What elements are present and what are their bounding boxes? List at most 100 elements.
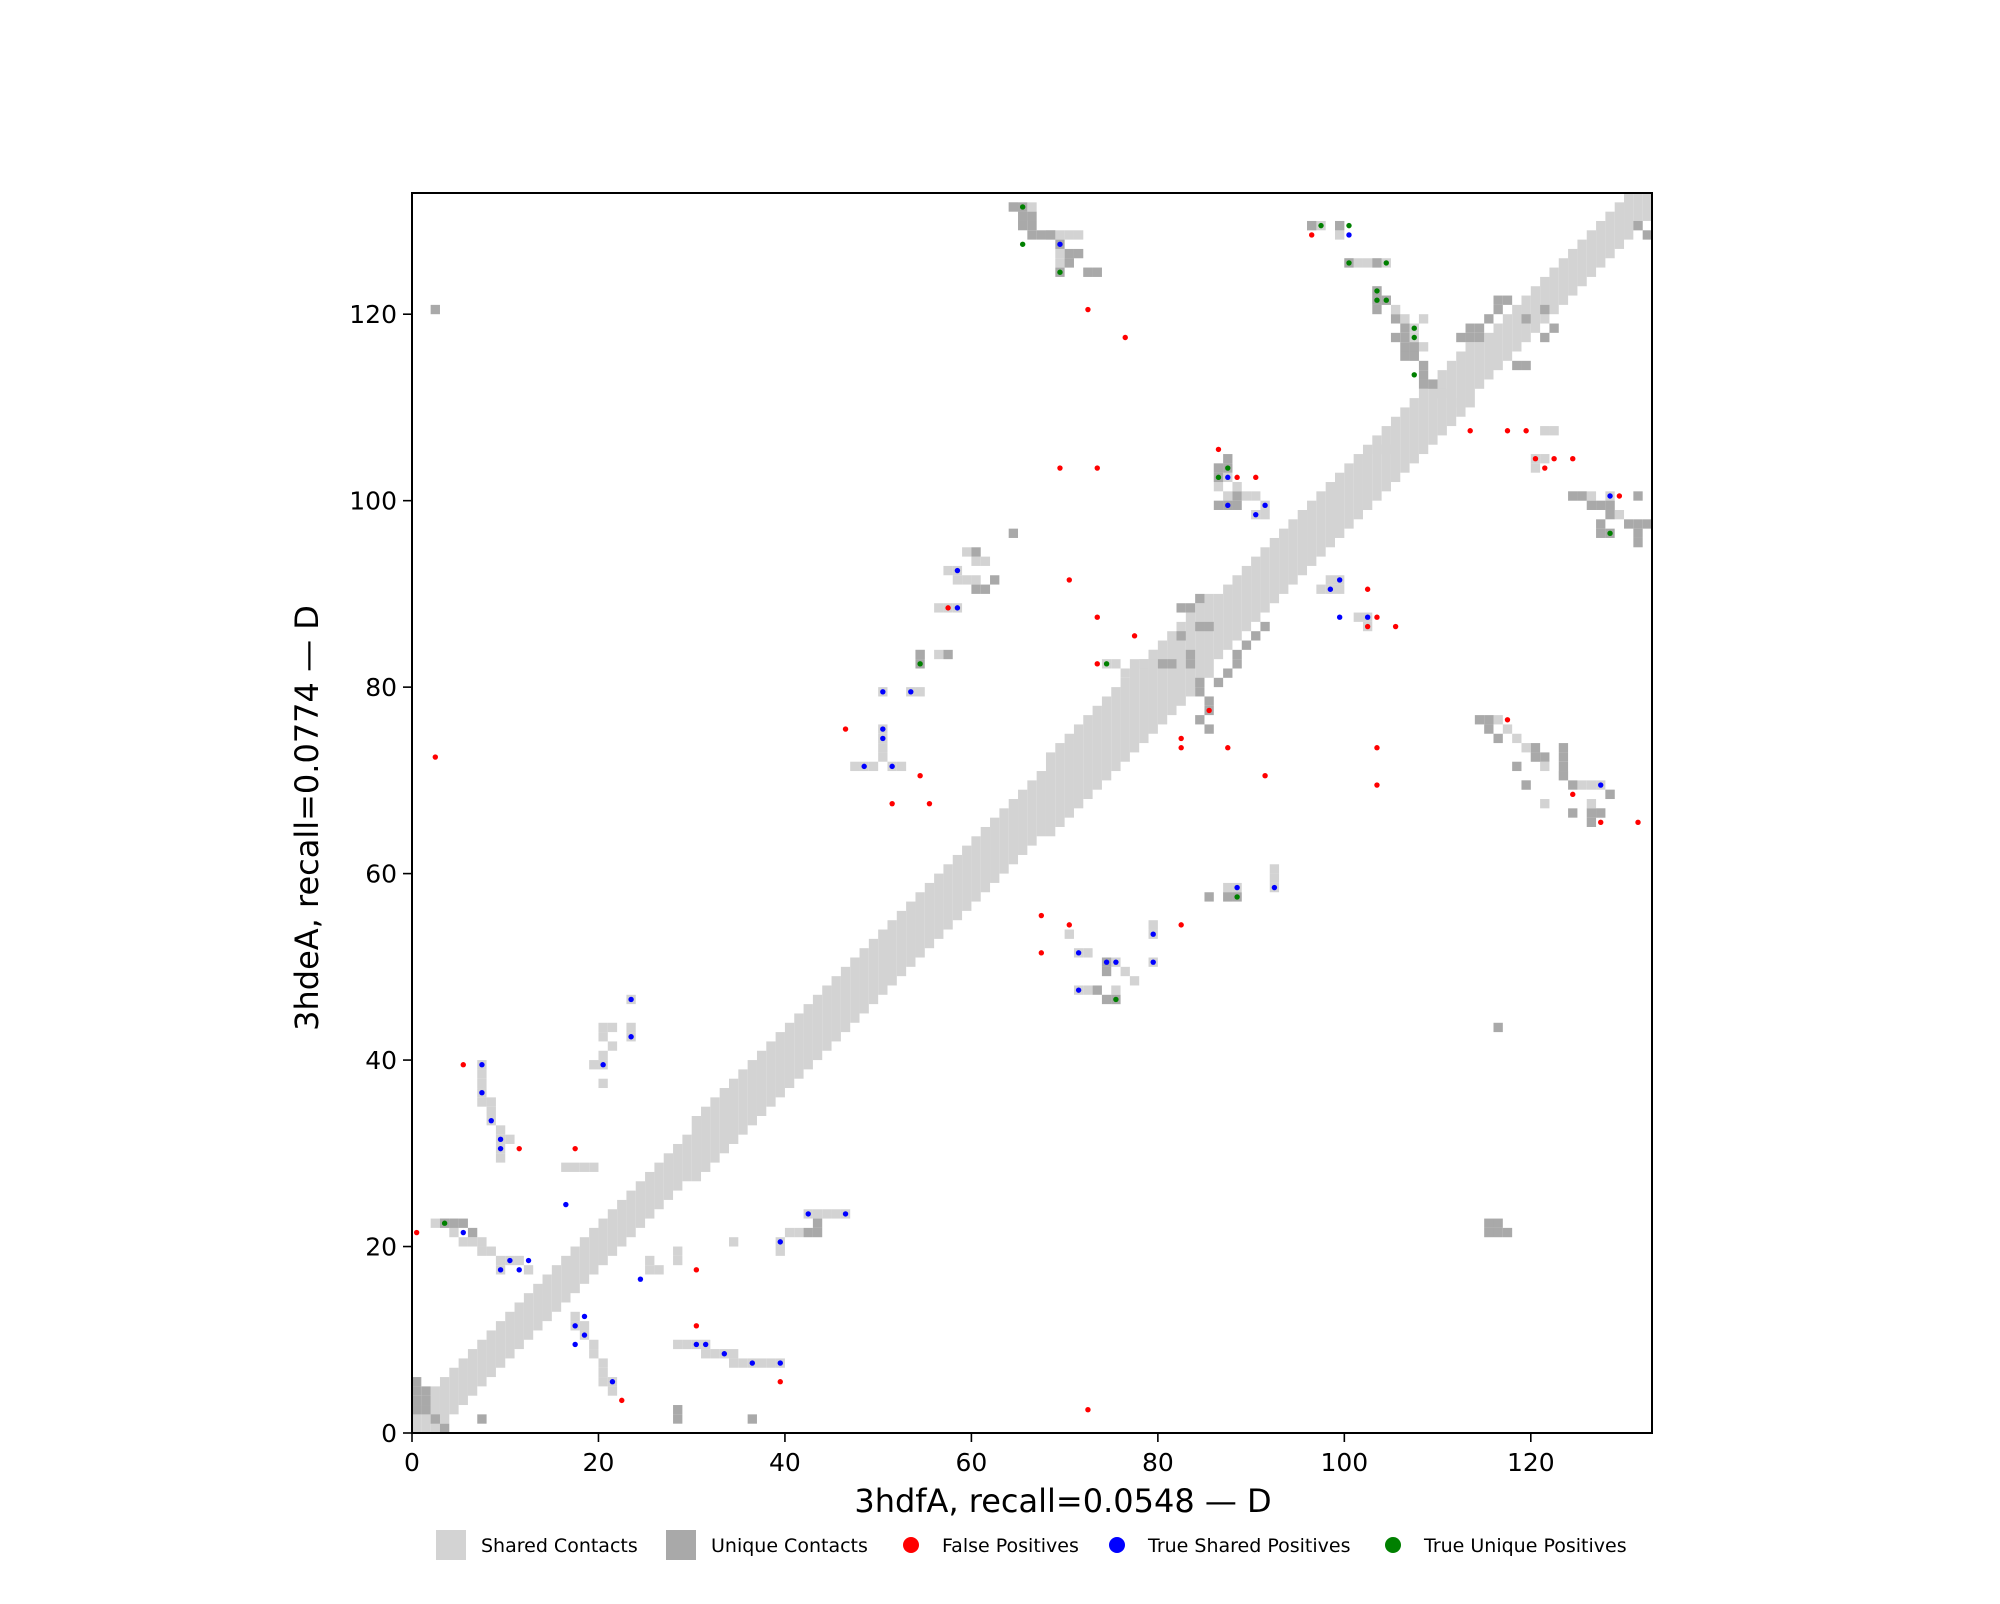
shared-contact-cell xyxy=(1418,342,1429,352)
unique-contact-cell xyxy=(458,1218,468,1228)
unique-contact-cell xyxy=(430,304,440,315)
shared-contact-cell xyxy=(579,1162,590,1172)
unique-contact-cell xyxy=(1372,258,1382,268)
shared-contact-cell xyxy=(868,761,879,772)
true-shared-positive-point xyxy=(1346,232,1352,238)
unique-contact-cell xyxy=(990,575,1000,585)
shared-contact-band-column xyxy=(896,910,907,977)
shared-contact-band-column xyxy=(1456,351,1466,417)
shared-contact-band-column xyxy=(458,1358,468,1406)
shared-contact-band-column xyxy=(859,948,869,1014)
shared-contact-band-column xyxy=(906,901,916,967)
unique-contact-cell xyxy=(1018,211,1028,221)
unique-contact-cell xyxy=(1400,323,1410,333)
unique-contact-cell xyxy=(1101,966,1112,977)
shared-contact-band-column xyxy=(1055,743,1065,827)
shared-contact-cell xyxy=(1083,948,1093,958)
shared-contact-cell xyxy=(1251,491,1261,501)
unique-contact-cell xyxy=(1586,817,1597,827)
unique-contact-cell xyxy=(1605,789,1615,800)
true-unique-positive-point xyxy=(1374,297,1380,303)
true-shared-positive-point xyxy=(749,1360,756,1366)
false-positive-point xyxy=(1262,773,1268,779)
unique-contact-cell xyxy=(1418,360,1429,371)
true-shared-positive-point xyxy=(1150,931,1156,937)
unique-contact-cell xyxy=(1484,715,1494,725)
unique-contact-cell xyxy=(1092,985,1102,995)
y-tick-label: 40 xyxy=(365,1046,397,1075)
shared-contact-cell xyxy=(962,575,972,585)
unique-contact-cell xyxy=(1409,351,1419,361)
unique-contact-cell xyxy=(1195,687,1205,697)
shared-contact-cell xyxy=(598,1078,608,1089)
unique-contact-cell xyxy=(1633,537,1643,548)
false-positive-point xyxy=(1225,745,1231,751)
shared-contact-cell xyxy=(1512,733,1522,744)
unique-contact-cell xyxy=(1204,892,1214,902)
shared-contact-band-column xyxy=(924,882,935,949)
shared-contact-band-column xyxy=(1335,472,1345,538)
unique-contact-cell xyxy=(1251,631,1261,641)
shared-contact-cell xyxy=(458,1237,468,1247)
shared-contact-band-column xyxy=(1139,659,1149,744)
shared-contact-cell xyxy=(1335,230,1345,240)
unique-contact-cell xyxy=(430,1414,440,1424)
true-shared-positive-point xyxy=(1103,959,1110,965)
shared-contact-band-column xyxy=(635,1181,646,1228)
x-tick-label: 120 xyxy=(1507,1448,1555,1477)
shared-contact-cell xyxy=(1120,966,1130,977)
true-shared-positive-point xyxy=(880,735,886,742)
unique-contact-cell xyxy=(1008,528,1019,538)
true-shared-positive-point xyxy=(954,567,961,574)
shared-contact-band-column xyxy=(1064,733,1074,818)
shared-contact-cell xyxy=(728,1349,739,1359)
false-positive-point xyxy=(1085,1406,1091,1413)
shared-contact-band-column xyxy=(831,976,841,1042)
true-shared-positive-point xyxy=(1336,577,1343,583)
unique-contact-cell xyxy=(1185,659,1196,669)
shared-contact-cell xyxy=(1260,509,1270,520)
shared-contact-cell xyxy=(589,1060,599,1070)
true-shared-positive-point xyxy=(1607,493,1613,499)
shared-contact-cell xyxy=(626,1022,636,1033)
true-shared-positive-point xyxy=(842,1211,849,1217)
shared-contact-cell xyxy=(607,1022,618,1033)
shared-contact-band-column xyxy=(467,1349,478,1396)
true-shared-positive-point xyxy=(581,1332,588,1338)
shared-contact-band-column xyxy=(1418,388,1429,455)
false-positive-point xyxy=(572,1145,578,1152)
false-positive-point xyxy=(1178,745,1184,751)
shared-contact-cell xyxy=(943,565,953,576)
false-positive-point xyxy=(1570,456,1576,462)
false-positive-point xyxy=(1374,614,1380,620)
unique-contact-cell xyxy=(1400,342,1410,352)
unique-contact-cell xyxy=(1521,314,1531,324)
x-tick-label: 20 xyxy=(583,1448,615,1477)
y-tick-label: 60 xyxy=(365,860,397,889)
false-positive-point xyxy=(1570,791,1576,798)
true-shared-positive-point xyxy=(488,1117,494,1124)
shared-contact-band-column xyxy=(682,1134,692,1182)
true-unique-positive-point xyxy=(1019,204,1026,210)
unique-contact-cell xyxy=(477,1414,487,1424)
unique-contact-cell xyxy=(1624,519,1634,529)
shared-contact-cell xyxy=(477,1078,487,1089)
false-positive-point xyxy=(1178,922,1184,928)
true-shared-positive-point xyxy=(889,763,895,770)
true-shared-positive-point xyxy=(1057,241,1063,247)
shared-contact-band-column xyxy=(775,1032,785,1098)
shared-contact-cell xyxy=(607,1386,618,1396)
shared-contact-band-column xyxy=(1260,547,1270,613)
shared-contact-cell xyxy=(812,1209,823,1219)
shared-contact-cell xyxy=(1446,398,1457,408)
shared-contact-cell xyxy=(822,1209,832,1219)
false-positive-point xyxy=(432,754,439,760)
shared-contact-band-column xyxy=(1148,649,1158,734)
shared-contact-band-column xyxy=(1297,509,1308,576)
shared-contact-cell xyxy=(766,1358,776,1368)
shared-contact-band-column xyxy=(934,873,944,939)
shared-contact-band-column xyxy=(728,1078,739,1144)
unique-contact-cell xyxy=(1502,1227,1513,1238)
false-positive-point xyxy=(1364,623,1371,630)
